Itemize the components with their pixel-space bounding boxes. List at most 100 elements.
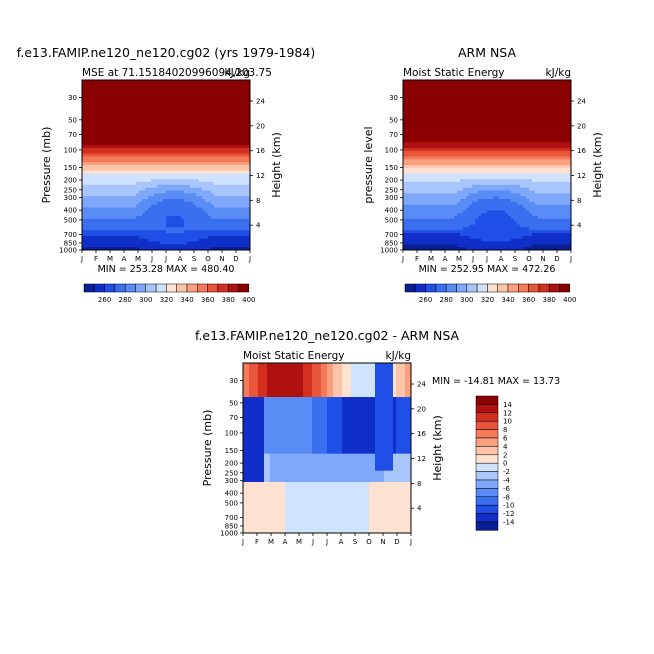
contour-cell: [115, 142, 119, 146]
contour-cell: [130, 99, 134, 104]
contour-cell: [241, 148, 245, 152]
contour-cell: [223, 233, 227, 237]
contour-cell: [172, 216, 176, 220]
contour-cell: [220, 233, 224, 237]
contour-cell: [415, 244, 419, 248]
contour-cell: [454, 193, 458, 197]
contour-cell: [184, 97, 188, 101]
contour-cell: [460, 179, 464, 183]
contour-cell: [223, 156, 227, 160]
contour-cell: [220, 199, 224, 203]
contour-cell: [457, 94, 461, 98]
contour-cell: [244, 82, 248, 87]
contour-cell: [214, 230, 218, 234]
contour-cell: [202, 167, 206, 172]
contour-cell: [85, 102, 89, 106]
contour-cell: [172, 139, 176, 143]
contour-cell: [157, 182, 161, 186]
contour-cell: [136, 119, 140, 123]
contour-cell: [124, 119, 128, 123]
contour-cell: [220, 136, 224, 140]
contour-cell: [214, 139, 218, 143]
contour-cell: [121, 179, 125, 183]
contour-cell: [109, 218, 113, 223]
contour-cell: [442, 187, 446, 191]
contour-cell: [454, 247, 458, 250]
contour-cell: [148, 105, 152, 109]
contour-cell: [190, 176, 194, 180]
contour-cell: [214, 91, 218, 95]
contour-cell: [124, 182, 128, 186]
contour-cell: [142, 133, 146, 138]
contour-cell: [235, 179, 239, 183]
contour-cell: [166, 159, 170, 163]
contour-cell: [442, 235, 446, 240]
contour-cell: [472, 82, 476, 87]
contour-cell: [469, 119, 473, 123]
contour-cell: [436, 204, 440, 208]
contour-cell: [442, 153, 446, 157]
contour-cell: [445, 187, 449, 191]
contour-cell: [202, 176, 206, 180]
contour-cell: [124, 122, 128, 126]
contour-cell: [187, 218, 191, 223]
contour-cell: [163, 102, 167, 106]
contour-cell: [430, 148, 434, 152]
contour-cell: [166, 82, 170, 87]
contour-cell: [442, 97, 446, 101]
colorbar-label: 320: [160, 296, 173, 304]
contour-cell: [97, 207, 101, 211]
contour-cell: [100, 105, 104, 109]
contour-cell: [436, 162, 440, 166]
contour-cell: [445, 204, 449, 208]
contour-cell: [91, 201, 95, 206]
contour-cell: [145, 238, 149, 242]
contour-cell: [442, 114, 446, 118]
contour-cell: [160, 131, 164, 135]
contour-cell: [436, 238, 440, 242]
contour-cell: [136, 91, 140, 95]
contour-cell: [406, 244, 410, 248]
contour-cell: [211, 133, 215, 138]
contour-cell: [127, 150, 131, 155]
contour-cell: [235, 221, 239, 225]
contour-cell: [130, 125, 134, 129]
contour-cell: [121, 201, 125, 206]
contour-cell: [403, 159, 407, 163]
contour-cell: [130, 224, 134, 228]
contour-cell: [424, 244, 428, 248]
contour-cell: [106, 173, 110, 177]
contour-cell: [433, 235, 437, 240]
contour-cell: [124, 111, 128, 115]
contour-cell: [169, 193, 173, 197]
contour-cell: [208, 111, 212, 115]
contour-cell: [244, 187, 248, 191]
contour-cell: [94, 216, 98, 220]
contour-cell: [166, 148, 170, 152]
contour-cell: [220, 128, 224, 132]
contour-cell: [442, 247, 446, 250]
contour-cell: [247, 170, 250, 174]
contour-cell: [415, 179, 419, 183]
contour-cell: [142, 241, 146, 245]
contour-cell: [226, 190, 230, 194]
contour-cell: [100, 167, 104, 172]
panel-model-units: kJ/kg: [225, 67, 250, 79]
contour-cell: [115, 153, 119, 157]
contour-cell: [142, 182, 146, 186]
contour-cell: [466, 136, 470, 140]
contour-cell: [208, 190, 212, 194]
contour-cell: [106, 216, 110, 220]
contour-cell: [232, 235, 236, 240]
contour-cell: [403, 102, 407, 106]
contour-cell: [85, 199, 89, 203]
contour-cell: [214, 173, 218, 177]
contour-cell: [478, 80, 482, 84]
contour-cell: [184, 122, 188, 126]
contour-cell: [211, 97, 215, 101]
contour-cell: [136, 139, 140, 143]
contour-cell: [475, 221, 479, 225]
contour-cell: [433, 213, 437, 217]
contour-cell: [451, 176, 455, 180]
contour-cell: [412, 230, 416, 234]
